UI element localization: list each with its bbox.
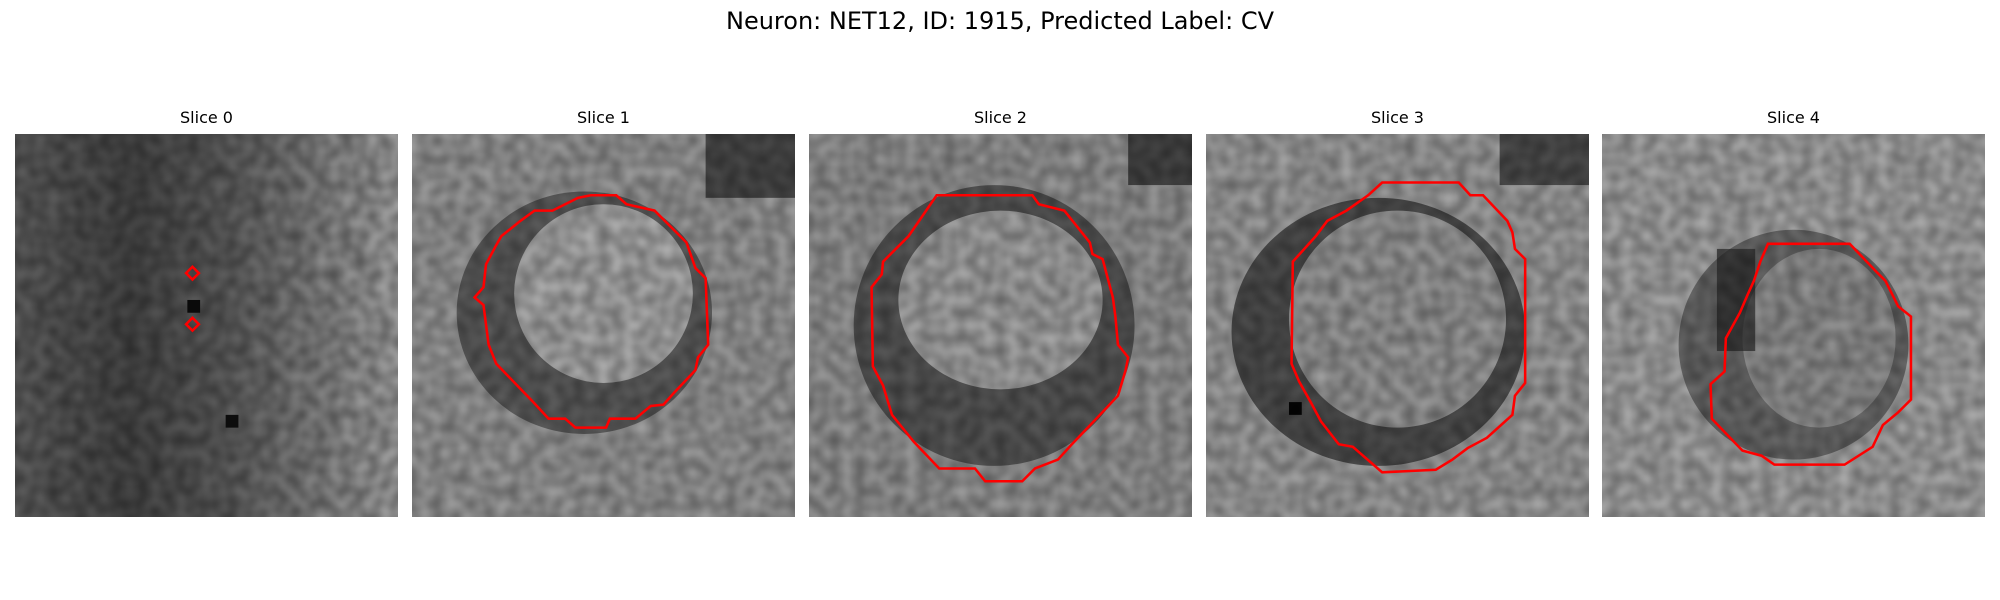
slice-texture (809, 134, 1192, 517)
contour-marker-0a (184, 264, 201, 282)
dark-pixel (225, 414, 239, 428)
contour-2 (870, 194, 1130, 483)
slice-image-1 (412, 134, 795, 517)
slice-panel-0: Slice 0 (15, 108, 398, 517)
slice-image-2 (809, 134, 1192, 517)
slice-title-0: Slice 0 (180, 108, 233, 127)
slice-texture (412, 134, 795, 517)
slice-title-4: Slice 4 (1767, 108, 1820, 127)
slice-image-3 (1206, 134, 1589, 517)
slice-title-2: Slice 2 (974, 108, 1027, 127)
contour-3 (1290, 181, 1527, 474)
figure-title: Neuron: NET12, ID: 1915, Predicted Label… (726, 7, 1274, 35)
contour-4 (1709, 242, 1913, 466)
dark-pixel (187, 299, 201, 313)
contour-marker-0b (184, 316, 201, 333)
slice-title-3: Slice 3 (1371, 108, 1424, 127)
slice-image-0 (15, 134, 398, 517)
slice-panel-1: Slice 1 (412, 108, 795, 517)
slice-texture (15, 134, 398, 517)
slice-image-4 (1602, 134, 1985, 517)
contour-1 (472, 194, 710, 429)
slice-texture (1602, 134, 1985, 517)
slice-panel-4: Slice 4 (1602, 108, 1985, 517)
slice-panel-2: Slice 2 (809, 108, 1192, 517)
slice-texture (1206, 134, 1589, 517)
slice-title-1: Slice 1 (577, 108, 630, 127)
slice-panel-3: Slice 3 (1206, 108, 1589, 517)
